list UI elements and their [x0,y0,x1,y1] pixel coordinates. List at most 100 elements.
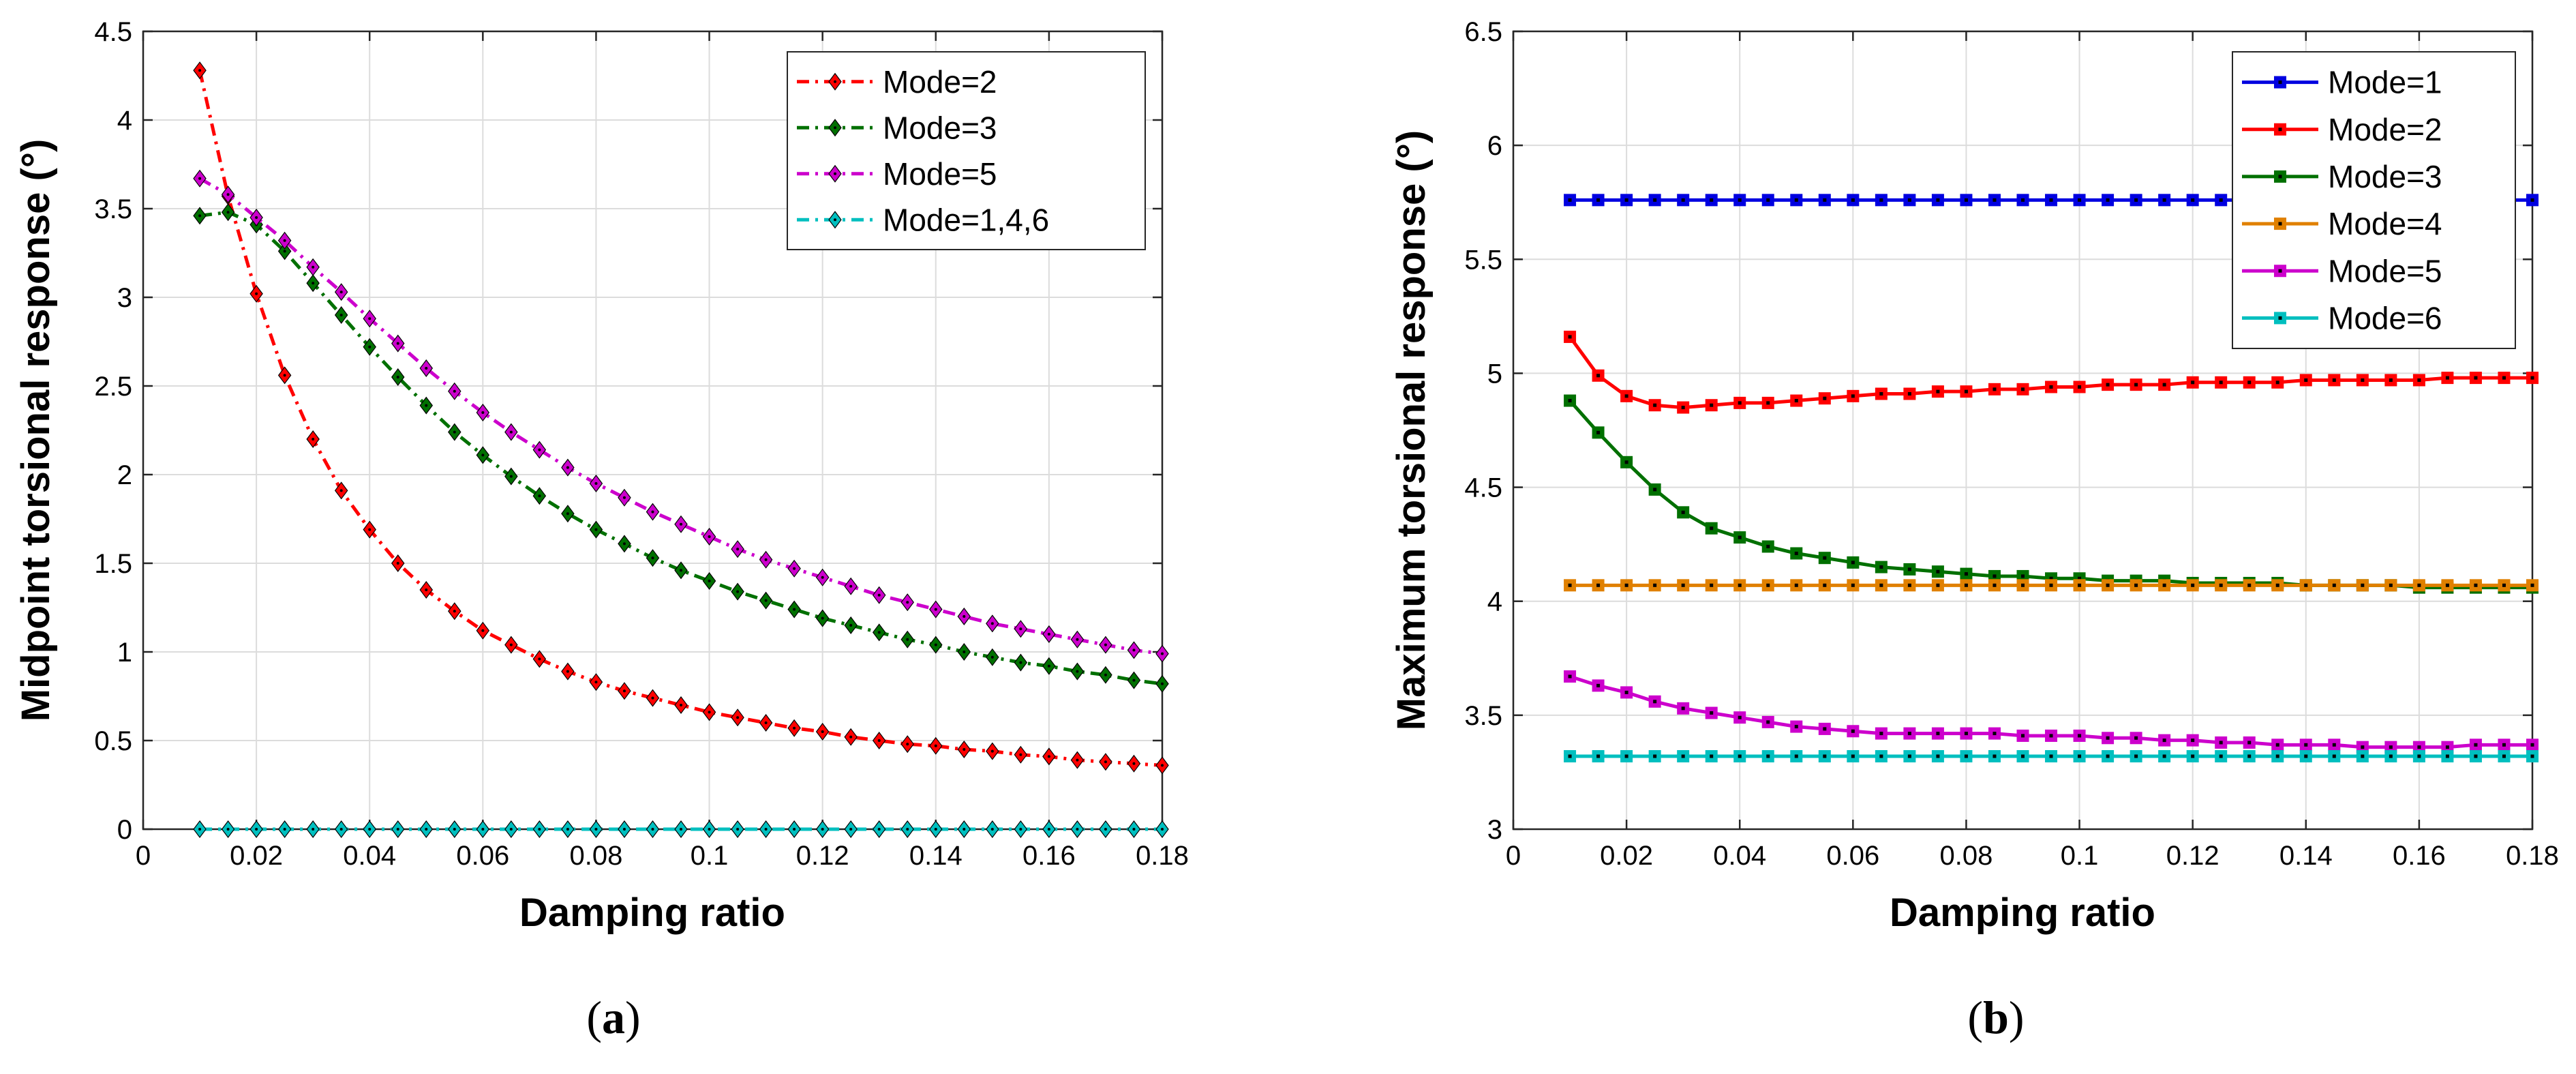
p1-legend-item: Mode=1 [2242,65,2442,100]
p0-data-point-center [425,828,428,831]
p0-data-point-center [1161,652,1164,655]
p0-data-point-center [226,828,230,831]
p0-data-point-center [566,512,569,516]
p1-data-point-center [2162,383,2166,387]
p0-legend-item: Mode=3 [797,110,997,145]
p1-legend-label: Mode=6 [2328,300,2442,335]
p1-x-tick-label: 0.04 [1713,841,1766,871]
p1-y-axis-title: Maximum torsional response (°) [1389,130,1434,730]
p1-data-point-center [1653,583,1657,587]
p1-x-tick-label: 0.1 [2061,841,2099,871]
p1-y-tick-label: 6.5 [1464,17,1502,47]
chart-panel-a: 0 0.02 0.04 0.06 0.08 0.1 0.12 0.14 0.16 0.18 0 0.5… [14,17,1189,935]
p1-data-point-center [2049,734,2053,738]
p1-data-point-center [1653,198,1657,202]
p0-x-axis-title: Damping ratio [519,891,785,935]
p1-data-point-center [1879,754,1883,758]
p1-data-point-center [2361,754,2365,758]
p1-data-point-center [2191,198,2195,202]
p1-data-point-center [2219,381,2223,385]
p0-data-point-center [198,214,202,218]
p0-data-point-center [198,69,202,72]
p0-series-mode-1-4-6 [193,820,1169,838]
p1-data-point-center [1624,583,1628,587]
p1-data-point-center [1596,583,1601,587]
p1-data-point-center [2021,754,2025,758]
p1-data-point-center [1710,583,1714,587]
p1-series-mode-5 [1564,670,2539,754]
p0-data-point-center [622,689,626,693]
p1-data-point-center [1568,335,1572,339]
p0-y-axis-title: Midpoint torsional response (°) [14,139,58,722]
p1-data-point-center [1766,583,1770,587]
p0-data-point-center [906,638,909,641]
p1-legend: Mode=1 Mode=2 Mode=3 Mode=4 Mode=5 Mode=6 [2232,51,2516,349]
p1-data-point-center [2445,376,2449,380]
p1-data-point-center [2049,583,2053,587]
p1-x-tick-label: 0.18 [2506,841,2559,871]
p1-data-point-center [2445,745,2449,749]
p0-data-point-center [906,743,909,746]
p1-data-point-center [1681,198,1685,202]
p1-data-point-center [2474,743,2478,747]
p1-data-point-center [1851,754,1855,758]
p1-data-point-center [1992,732,1997,736]
p0-data-point-center [594,482,598,485]
p1-legend-marker-center [2278,222,2282,226]
p1-legend-item: Mode=4 [2242,206,2442,241]
p0-data-point-center [622,828,626,831]
p1-legend-item: Mode=3 [2242,159,2442,194]
p0-data-point-center [963,615,966,618]
p0-data-point-center [680,569,683,572]
p0-data-point-center [849,624,853,627]
caption-b: (b) [1967,991,2024,1043]
p1-data-point-center [1823,754,1827,758]
p0-series-mode-5 [193,169,1169,663]
p0-data-point-center [708,828,711,831]
p1-data-point-center [2106,383,2110,387]
p1-data-point-center [1879,732,1883,736]
p1-data-point-center [2417,583,2421,587]
p0-series-line [199,210,1163,686]
p0-data-point-center [368,828,372,831]
p1-data-point-center [1936,198,1940,202]
p1-data-point-center [1710,711,1714,715]
p1-data-point-center [2219,583,2223,587]
p1-data-point-center [1907,754,1911,758]
p0-data-point-center [1132,762,1136,765]
p1-legend-label: Mode=2 [2328,112,2442,147]
p0-data-point-center [934,828,937,831]
p0-x-tick-label: 0.06 [456,841,509,871]
p0-data-point-center [622,542,626,546]
p1-data-point-center [2078,385,2082,389]
p1-data-point-center [1936,569,1940,573]
p0-data-point-center [990,828,994,831]
p0-data-point-center [1161,682,1164,685]
p0-legend-label: Mode=5 [883,156,997,192]
p1-data-point-center [2021,387,2025,391]
p1-data-point-center [2332,583,2336,587]
p0-data-point-center [312,828,315,831]
p1-data-point-center [1879,198,1883,202]
p1-data-point-center [1964,732,1968,736]
p0-data-point-center [283,250,286,253]
p1-x-axis-title: Damping ratio [1890,891,2155,935]
p0-data-point-center [509,430,513,434]
p1-legend-marker-center [2278,269,2282,273]
p1-data-point-center [1653,754,1657,758]
p1-data-point-center [2530,743,2534,747]
p1-data-point-center [2247,741,2252,745]
p0-data-point-center [736,590,740,593]
p1-x-tick-label: 0.08 [1940,841,1993,871]
p1-data-point-center [1568,674,1572,678]
p0-data-point-center [396,376,399,378]
p1-data-point-center [2474,376,2478,380]
p1-data-point-center [1907,198,1911,202]
p1-data-point-center [2275,743,2279,747]
p1-data-point-center [2530,754,2534,758]
p0-y-tick-label: 3.5 [94,194,132,224]
p1-data-point-center [1624,754,1628,758]
p0-data-point-center [1161,764,1164,767]
p1-data-point-center [2021,574,2025,578]
